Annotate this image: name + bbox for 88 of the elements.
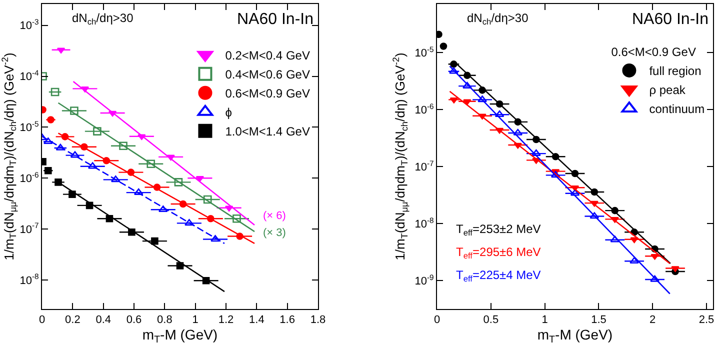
x-tick-label: 1.2 [218,314,234,326]
legend-label: 0.4<M<0.6 GeV [225,68,310,82]
x-axis-title: m$_{T}$-M (GeV) [142,326,218,346]
x-tick-label: 0 [434,314,440,326]
point [158,206,168,212]
legend-label: ϕ [225,106,232,120]
point [196,176,204,182]
x-tick-label: 0.8 [157,314,172,326]
y-tick-label: 10$^{-7}$ [414,158,434,174]
point [70,151,80,158]
point [93,127,102,136]
annotation: T$_{eff}$=253±2 MeV [456,222,541,238]
point [478,96,487,102]
point [532,149,541,156]
point [440,42,448,50]
legend-label: ρ peak [649,83,686,98]
point [462,82,472,88]
point [43,137,53,144]
legend-label: 0.2<M<0.4 GeV [225,48,310,63]
x-tick-label: 0.4 [96,314,111,326]
point [56,144,66,150]
point [590,212,600,219]
x-tick-label: 0.6 [126,314,142,326]
annotation: T$_{eff}$=295±6 MeV [456,245,541,261]
annotation: (× 3) [263,227,286,239]
y-tick-label: 10$^{-8}$ [414,216,434,231]
point [232,214,241,223]
point [463,99,472,106]
x-tick-label: 0.5 [483,314,499,326]
point [146,160,156,168]
annotation: dN$_{ch}$/dη>30 [72,11,134,27]
point [54,178,62,186]
chart-title: NA60 In-In [237,11,314,28]
x-tick-label: 1.5 [591,314,606,326]
annotation: dN$_{ch}$/dη>30 [467,11,529,27]
point [550,171,560,178]
x-tick-label: 0.2 [65,314,80,326]
point [570,189,580,196]
point [70,106,78,115]
point [134,188,144,195]
chart-title: NA60 In-In [632,11,708,28]
point [610,236,620,242]
point [119,142,128,150]
point [88,162,98,169]
point [56,48,66,54]
y-tick-label: 10$^{-7}$ [20,221,39,236]
y-tick-label: 10$^{-6}$ [20,170,39,185]
legend-label: 0.6<M<0.9 GeV [225,86,310,101]
legend-title: 0.6<M<0.9 GeV [611,44,696,59]
x-tick-label: 0 [38,314,46,326]
y-tick-label: 10$^{-5}$ [414,44,434,60]
legend-label: continuum [649,102,705,116]
y-tick-label: 10$^{-9}$ [414,272,434,288]
point [494,110,504,118]
y-tick-label: 10$^{-3}$ [20,18,39,32]
point [650,275,660,282]
annotation: T$_{eff}$=225±4 MeV [456,268,541,284]
point [449,67,458,74]
point [44,167,52,174]
point [110,176,120,182]
point [671,266,680,272]
x-tick-label: 1.6 [280,314,295,326]
x-tick-label: 1 [192,314,198,326]
point [174,178,183,186]
x-tick-label: 1 [542,314,548,326]
x-axis-title: m$_{T}$-M (GeV) [537,326,613,346]
point [184,219,194,226]
point [210,235,220,242]
x-tick-label: 1.8 [310,314,326,326]
y-tick-label: 10$^{-8}$ [20,272,39,287]
point [224,206,234,212]
x-tick-label: 1.4 [249,314,264,326]
point [68,190,76,198]
annotation: (× 6) [263,210,286,222]
x-tick-label: 2 [650,314,656,326]
point [650,254,659,260]
legend-label: 1.0<M<1.4 GeV [225,124,310,139]
legend-label: full region [649,64,702,78]
point [50,88,60,96]
y-tick-label: 10$^{-4}$ [20,68,40,84]
y-tick-label: 10$^{-5}$ [20,119,39,134]
x-tick-label: 2.5 [698,314,714,326]
point [47,116,54,124]
point [513,128,523,136]
y-tick-label: 10$^{-6}$ [414,102,434,117]
point [151,237,158,245]
point [203,195,212,204]
point [630,257,639,264]
